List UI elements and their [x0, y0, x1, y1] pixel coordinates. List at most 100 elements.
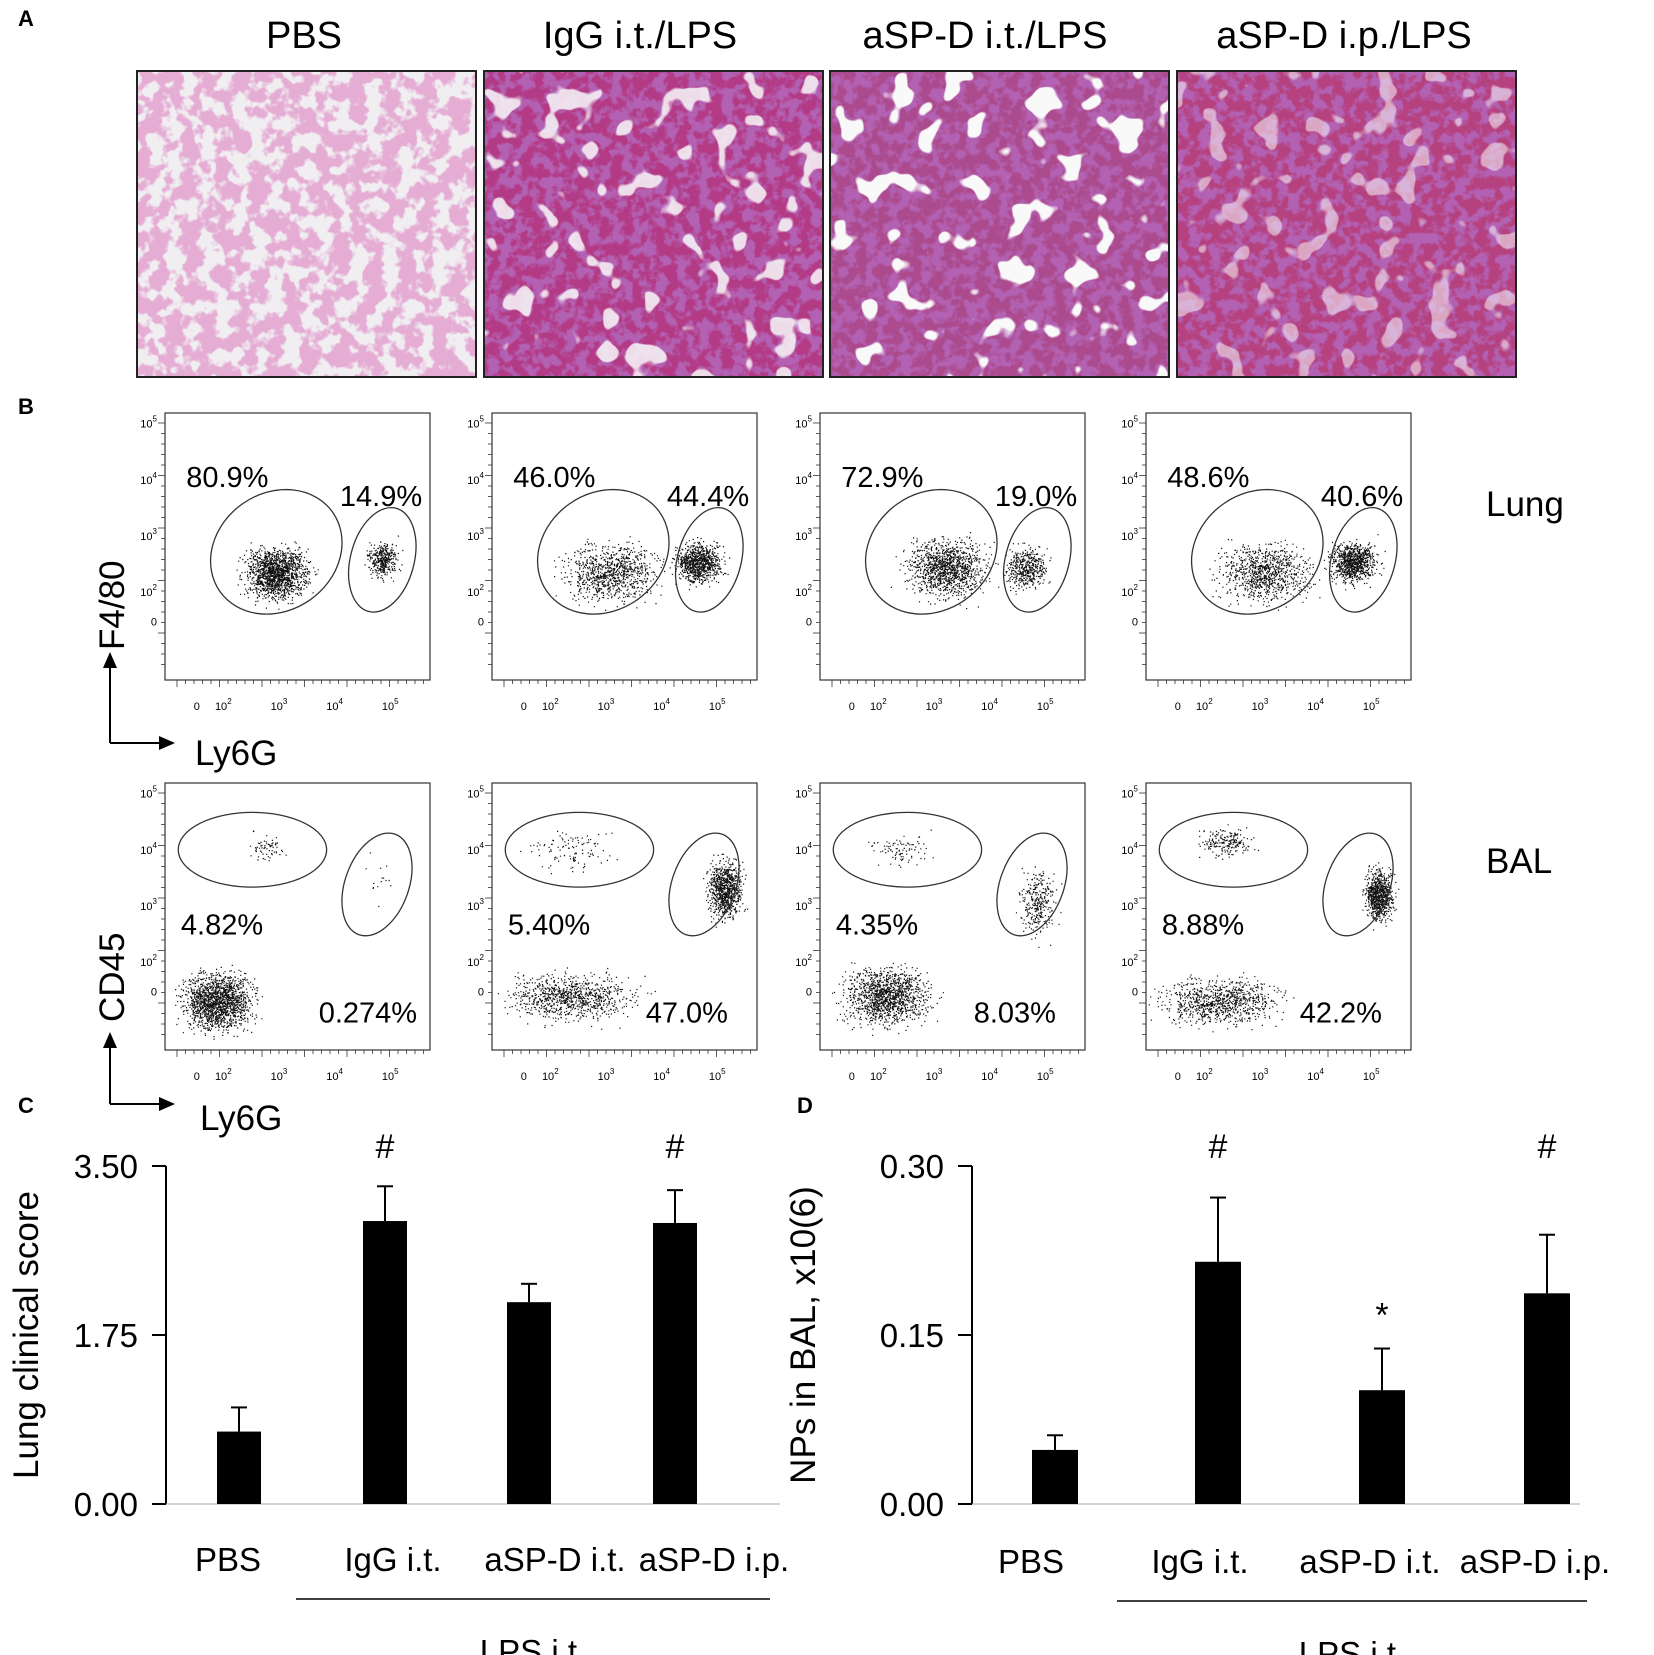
- y-axis-title: NPs in BAL, x10(6): [784, 1186, 823, 1484]
- category-label: IgG i.t.: [344, 1541, 441, 1578]
- flow-events: [236, 535, 404, 610]
- gate-percent-a: 4.82%: [181, 910, 263, 942]
- flow-plot-lung-4: 48.6% 40.6% 0 102 103 104 105 0 102 103 104 105: [1121, 412, 1412, 713]
- y-tick-label: 104: [795, 841, 812, 857]
- category-label: aSP-D i.p.: [639, 1541, 789, 1578]
- y-tick-label: 104: [140, 841, 157, 857]
- x-tick-label: 103: [926, 1067, 943, 1083]
- row-label-lung: Lung: [1486, 485, 1564, 524]
- chart-nps-in-bal: 0.00 0.15 0.30 NPs in BAL, x10(6) PBS # IgG i.…: [784, 1128, 1610, 1655]
- y-tick-label: 102: [1121, 953, 1138, 969]
- lung-y-axis-label: F4/80: [93, 561, 132, 651]
- gate-percent-b: 47.0%: [646, 998, 728, 1030]
- gate-a: [832, 811, 983, 888]
- panel-label-c: C: [18, 1093, 34, 1118]
- gate-a: [536, 488, 670, 615]
- x-tick-label: 0: [194, 1071, 200, 1083]
- bar-2: [1195, 1261, 1241, 1504]
- y-tick-label: 102: [795, 953, 812, 969]
- x-tick-label: 0: [849, 1071, 855, 1083]
- flow-plot-lung-3: 72.9% 19.0% 0 102 103 104 105 0 102 103 104 105: [795, 412, 1086, 713]
- y-tick-label: 105: [795, 785, 812, 801]
- histology-title-pbs: PBS: [266, 15, 342, 57]
- y-tick-label: 0: [478, 986, 484, 998]
- y-tick-label: 0: [806, 986, 812, 998]
- x-tick-label: 102: [215, 1067, 232, 1083]
- gate-a: [1190, 488, 1324, 615]
- flow-plot-bal-3: 4.35% 8.03% 0 102 103 104 105 0 102 103 104 105: [795, 782, 1086, 1083]
- y-tick-label: 103: [795, 527, 812, 543]
- group-label: LPS i.t.: [1299, 1635, 1405, 1655]
- gate-a: [504, 811, 655, 888]
- significance-mark: #: [1538, 1128, 1557, 1166]
- flow-plot-frame: [1145, 412, 1412, 681]
- category-label: aSP-D i.p.: [1460, 1543, 1610, 1580]
- y-tick-label: 103: [467, 897, 484, 913]
- x-tick-label: 103: [271, 697, 288, 713]
- y-tick-label: 105: [140, 785, 157, 801]
- y-tick-label: 105: [795, 415, 812, 431]
- bar-1: [1032, 1449, 1078, 1504]
- bar-4: [1524, 1293, 1570, 1504]
- gate-a: [177, 811, 328, 888]
- y-tick-label: 0.00: [74, 1486, 138, 1523]
- gate-b: [1002, 506, 1072, 613]
- flow-plot-bal-1: 4.82% 0.274% 0 102 103 104 105 0 102 103 104 105: [140, 782, 431, 1083]
- y-tick-label: 103: [140, 527, 157, 543]
- flow-plot-frame: [491, 412, 758, 681]
- flow-plot-lung-1: 80.9% 14.9% 0 102 103 104 105 0 102 103 104 105: [140, 412, 431, 713]
- x-tick-label: 0: [194, 701, 200, 713]
- gate-percent-b: 19.0%: [995, 481, 1077, 513]
- flow-plot-bal-4: 8.88% 42.2% 0 102 103 104 105 0 102 103 104 105: [1121, 782, 1412, 1083]
- flow-cytometry-grid: 80.9% 14.9% 0 102 103 104 105 0 102 103 104 105 46.0…: [140, 412, 1412, 1083]
- panel-label-b: B: [18, 394, 34, 419]
- x-tick-label: 103: [271, 1067, 288, 1083]
- y-tick-label: 102: [140, 583, 157, 599]
- x-tick-label: 103: [598, 697, 615, 713]
- gate-percent-a: 8.88%: [1162, 910, 1244, 942]
- bal-axis-indicator: CD45 Ly6G: [93, 933, 282, 1138]
- gate-b: [341, 832, 413, 937]
- x-tick-label: 102: [1196, 1067, 1213, 1083]
- y-tick-label: 0: [151, 986, 157, 998]
- x-tick-label: 0: [521, 1071, 527, 1083]
- x-tick-label: 105: [709, 1067, 726, 1083]
- panel-label-d: D: [797, 1093, 813, 1118]
- category-label: PBS: [998, 1543, 1064, 1580]
- x-tick-label: 102: [542, 697, 559, 713]
- bar-1: [217, 1431, 261, 1504]
- x-tick-label: 104: [653, 697, 670, 713]
- gate-percent-b: 14.9%: [340, 481, 422, 513]
- x-tick-label: 104: [1307, 697, 1324, 713]
- x-tick-label: 104: [326, 1067, 343, 1083]
- gate-percent-a: 46.0%: [513, 462, 595, 494]
- flow-plot-frame: [491, 782, 758, 1051]
- y-tick-label: 0.00: [880, 1486, 944, 1523]
- x-tick-label: 104: [981, 1067, 998, 1083]
- lung-x-axis-label: Ly6G: [195, 734, 277, 773]
- y-tick-label: 105: [467, 785, 484, 801]
- y-tick-label: 104: [467, 841, 484, 857]
- y-tick-label: 103: [140, 897, 157, 913]
- category-label: PBS: [195, 1541, 261, 1578]
- gate-a: [209, 488, 343, 615]
- histology-title-igg: IgG i.t./LPS: [543, 15, 737, 57]
- y-tick-label: 0.15: [880, 1317, 944, 1354]
- y-tick-label: 0: [806, 616, 812, 628]
- y-axis-title: Lung clinical score: [7, 1191, 46, 1479]
- x-tick-label: 105: [382, 1067, 399, 1083]
- gate-percent-a: 80.9%: [186, 462, 268, 494]
- gate-percent-b: 44.4%: [667, 481, 749, 513]
- category-label: aSP-D i.t.: [484, 1541, 625, 1578]
- gate-a: [1158, 811, 1309, 888]
- y-tick-label: 103: [795, 897, 812, 913]
- x-tick-label: 104: [981, 697, 998, 713]
- y-tick-label: 102: [467, 583, 484, 599]
- panel-label-a: A: [18, 6, 34, 31]
- gate-percent-a: 5.40%: [508, 910, 590, 942]
- y-tick-label: 103: [1121, 527, 1138, 543]
- gate-b: [1328, 506, 1398, 613]
- bar-3: [507, 1302, 551, 1504]
- gate-percent-a: 72.9%: [841, 462, 923, 494]
